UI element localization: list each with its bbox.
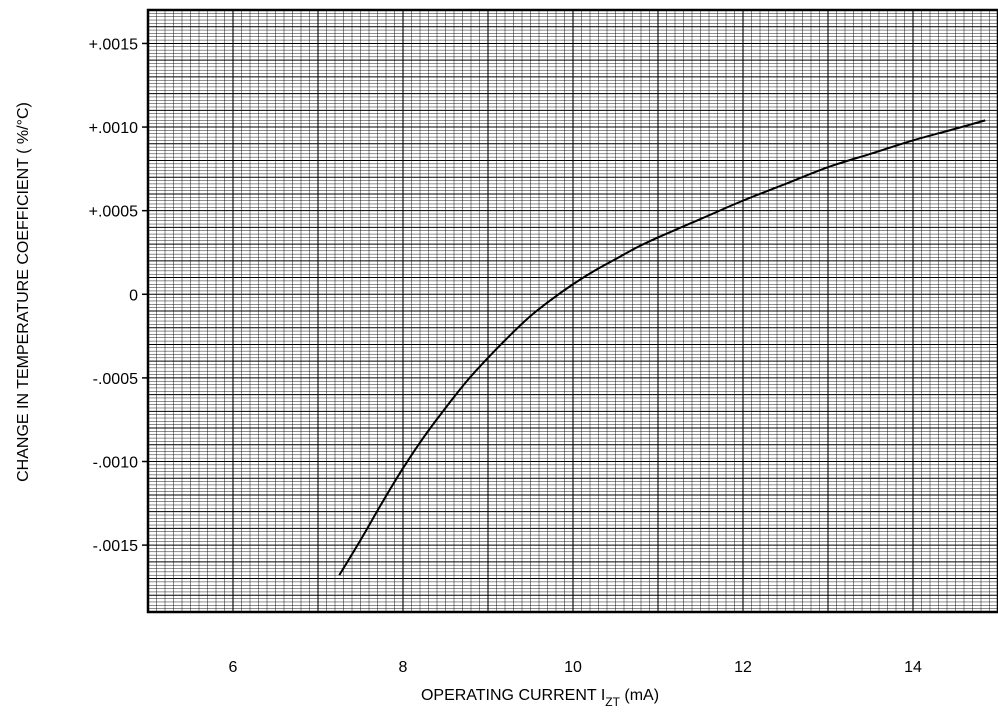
y-tick-labels: +.0015 +.0010 +.0005 0 -.0005 -.0010 -.0015 <box>89 36 148 555</box>
x-axis-title-prefix: OPERATING CURRENT I <box>421 687 605 704</box>
x-tick-label: 10 <box>564 659 582 676</box>
y-tick-label: 0 <box>129 287 138 304</box>
y-tick-label: -.0015 <box>93 538 138 555</box>
x-axis-title-suffix: (mA) <box>620 687 659 704</box>
y-tick-label: +.0005 <box>89 204 138 221</box>
x-tick-label: 14 <box>904 659 922 676</box>
y-axis-title: CHANGE IN TEMPERATURE COEFFICIENT ( %/°C… <box>15 102 32 482</box>
data-curve-group <box>338 119 986 576</box>
series-line <box>338 119 986 576</box>
x-tick-labels: 6 8 10 12 14 <box>229 659 922 676</box>
plot-border <box>146 8 998 614</box>
plot-frame <box>146 8 998 614</box>
y-tick-label: -.0010 <box>93 455 138 472</box>
x-tick-label: 12 <box>734 659 752 676</box>
x-tick-label: 6 <box>229 659 238 676</box>
y-tick-label: -.0005 <box>93 371 138 388</box>
y-tick-label: +.0015 <box>89 36 138 53</box>
plot-grid <box>147 9 998 613</box>
x-axis-title-subscript: ZT <box>605 695 620 709</box>
x-axis-title: OPERATING CURRENT IZT (mA) <box>421 687 659 709</box>
x-tick-label: 8 <box>399 659 408 676</box>
y-tick-label: +.0010 <box>89 120 138 137</box>
